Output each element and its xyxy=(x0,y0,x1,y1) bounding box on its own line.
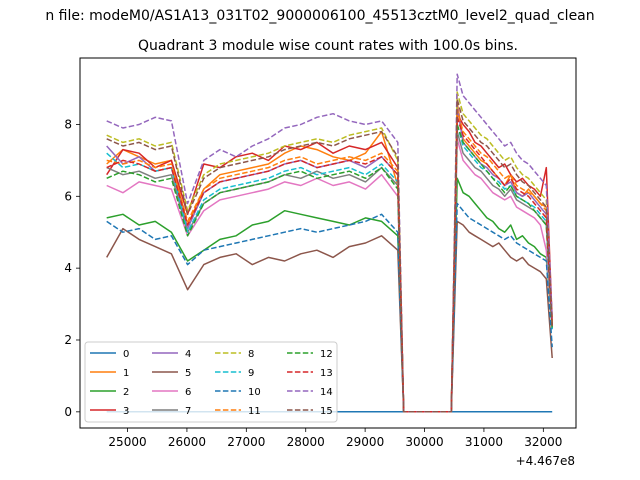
legend-label-10: 10 xyxy=(248,387,261,398)
legend-label-11: 11 xyxy=(248,406,261,417)
legend-label-5: 5 xyxy=(185,368,191,379)
legend-label-9: 9 xyxy=(248,368,254,379)
legend-label-3: 3 xyxy=(123,406,129,417)
legend-label-13: 13 xyxy=(320,368,333,379)
series-line-11 xyxy=(106,109,553,413)
legend-label-12: 12 xyxy=(320,349,333,360)
series-line-13 xyxy=(106,116,553,413)
x-tick-label: 29000 xyxy=(346,435,384,449)
x-axis-offset-label: +4.467e8 xyxy=(516,454,575,468)
x-tick-label: 28000 xyxy=(287,435,325,449)
x-tick-label: 26000 xyxy=(168,435,206,449)
x-tick-label: 25000 xyxy=(108,435,146,449)
legend-label-6: 6 xyxy=(185,387,191,398)
legend-label-4: 4 xyxy=(185,349,191,360)
legend-label-7: 7 xyxy=(185,406,191,417)
y-tick-label: 6 xyxy=(64,189,72,203)
legend-label-1: 1 xyxy=(123,368,129,379)
chart-title: Quadrant 3 module wise count rates with … xyxy=(138,38,518,54)
series-line-15 xyxy=(106,98,553,413)
y-tick-label: 0 xyxy=(64,405,72,419)
y-tick-label: 8 xyxy=(64,117,72,131)
x-tick-label: 27000 xyxy=(227,435,265,449)
plot-area xyxy=(106,73,553,413)
legend-label-15: 15 xyxy=(320,406,333,417)
figure-suptitle: n file: modeM0/AS1A13_031T02_9000006100_… xyxy=(45,8,594,24)
series-line-8 xyxy=(106,91,553,413)
axes-frame xyxy=(79,57,577,429)
legend-label-2: 2 xyxy=(123,387,129,398)
x-axis: 25000 26000 27000 28000 29000 30000 31000 32000 xyxy=(108,428,562,449)
x-tick-label: 31000 xyxy=(465,435,503,449)
y-tick-label: 2 xyxy=(64,333,72,347)
x-tick-label: 30000 xyxy=(405,435,443,449)
legend-label-0: 0 xyxy=(123,349,129,360)
y-tick-label: 4 xyxy=(64,261,72,275)
x-tick-label: 32000 xyxy=(524,435,562,449)
legend-label-14: 14 xyxy=(320,387,333,398)
legend-label-8: 8 xyxy=(248,349,254,360)
legend-box xyxy=(84,341,338,423)
y-axis: 0 2 4 6 8 xyxy=(64,117,80,419)
